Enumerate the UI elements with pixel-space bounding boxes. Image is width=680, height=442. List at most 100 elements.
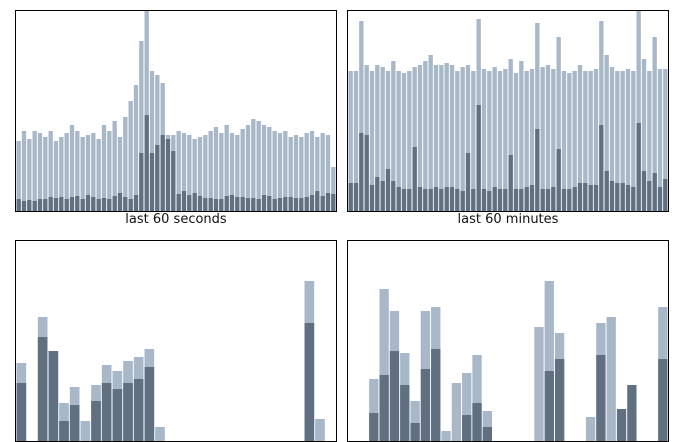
bar-busy [497, 189, 503, 211]
bar-total [229, 133, 235, 211]
bar-busy [331, 194, 336, 211]
bar-total [144, 11, 149, 211]
bar-busy [647, 181, 652, 211]
bar-total [396, 71, 401, 211]
bar-total [625, 69, 631, 211]
bar-total [359, 21, 364, 211]
bar-total [606, 317, 616, 441]
bar-total [21, 131, 27, 211]
bar-total [567, 73, 572, 211]
bar-total [636, 11, 641, 211]
bar-busy [385, 169, 391, 211]
bar-busy [229, 195, 235, 211]
bar-total [379, 289, 389, 441]
bar-total [267, 127, 272, 211]
chart-panel-minutes: last 60 minutes [347, 10, 669, 228]
bar-busy [391, 181, 396, 211]
chart-panel-seconds: last 60 seconds [15, 10, 337, 228]
bar-total [155, 427, 165, 441]
bar-total [535, 23, 540, 211]
bar-total [524, 71, 529, 211]
bar-busy [325, 193, 331, 211]
chart-title-minutes: last 60 minutes [457, 212, 559, 227]
bar-total [117, 137, 123, 211]
bar-total [615, 71, 620, 211]
bar-total [112, 121, 117, 211]
bar-total [652, 37, 657, 211]
bar-total [441, 431, 451, 441]
bar-total [59, 137, 64, 211]
bar-busy [117, 193, 123, 211]
bar-busy [203, 198, 208, 211]
chart-bottom-left [15, 240, 337, 442]
bar-total [487, 71, 492, 211]
bar-busy [482, 427, 493, 441]
bar-busy [112, 389, 123, 441]
bar-busy [412, 147, 417, 211]
bar-total [631, 71, 636, 211]
bar-busy [423, 189, 428, 211]
bar-busy [508, 155, 513, 211]
bar-total [331, 167, 336, 211]
bar-total [277, 133, 283, 211]
bar-total [325, 135, 331, 211]
bar-total [288, 137, 293, 211]
chart-title-seconds: last 60 seconds [125, 212, 227, 227]
bar-total [583, 71, 588, 211]
bar-busy [410, 423, 420, 441]
bar-busy [471, 189, 476, 211]
bar-total [91, 133, 96, 211]
bar-busy [636, 123, 641, 211]
bar-total [647, 71, 652, 211]
bar-total [465, 65, 471, 211]
bar-busy [596, 355, 606, 441]
bar-busy [133, 195, 139, 211]
bar-busy [407, 189, 412, 211]
bar-total [620, 71, 625, 211]
bar-total [107, 131, 112, 211]
bar-total [187, 135, 192, 211]
bar-busy [133, 379, 144, 441]
bar-total [69, 125, 75, 211]
bar-busy [197, 196, 203, 211]
bar-total [299, 137, 304, 211]
bar-total [385, 71, 391, 211]
bar-total [519, 61, 524, 211]
bar-busy [599, 125, 604, 211]
bar-busy [487, 191, 492, 211]
bar-busy [320, 196, 325, 211]
bar-busy [631, 187, 636, 211]
bar-busy [460, 191, 465, 211]
bar-busy [641, 171, 647, 211]
bar-total [529, 69, 535, 211]
bar-busy [465, 153, 471, 211]
bar-busy [91, 401, 101, 441]
bar-busy [545, 189, 551, 211]
bar-busy [160, 135, 165, 211]
bar-total [472, 355, 482, 441]
bar-total [80, 137, 85, 211]
bar-busy [277, 198, 283, 211]
bar-busy [389, 351, 400, 441]
bar-busy [369, 185, 375, 211]
bar-busy [299, 198, 304, 211]
bar-busy [69, 197, 75, 211]
bar-busy [37, 199, 43, 211]
bar-busy [59, 197, 64, 211]
plot-frame [15, 10, 337, 212]
bar-total [32, 131, 37, 211]
bar-total [593, 69, 599, 211]
bar-busy [455, 189, 460, 211]
bar-total [43, 137, 48, 211]
bar-total [37, 133, 43, 211]
bar-total [407, 71, 412, 211]
bar-busy [551, 187, 556, 211]
bar-busy [561, 189, 567, 211]
bar-busy [107, 199, 112, 211]
bar-busy [123, 383, 133, 441]
bar-busy [620, 183, 625, 211]
bar-busy [91, 197, 96, 211]
bar-busy [420, 369, 431, 441]
bar-busy [37, 337, 48, 441]
bar-total [439, 65, 444, 211]
